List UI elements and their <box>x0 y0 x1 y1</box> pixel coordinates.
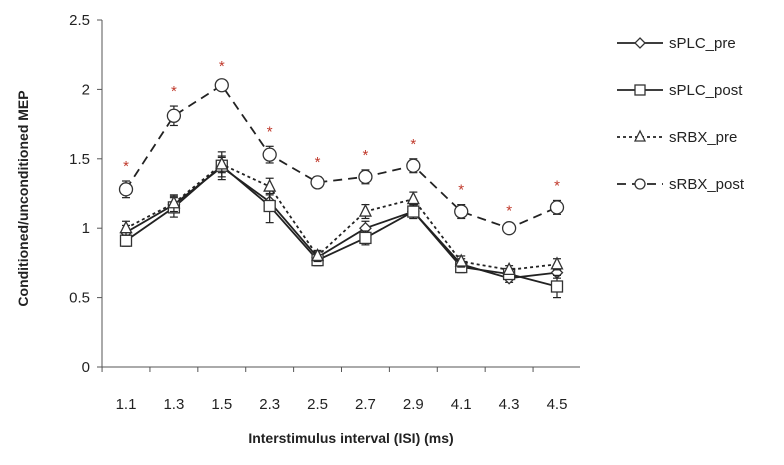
triangle-marker <box>454 253 468 267</box>
legend-label: sPLC_post <box>669 82 743 99</box>
x-tick-label: 4.5 <box>547 396 568 413</box>
circle-marker <box>310 175 325 190</box>
legend-item-sPLC_pre: sPLC_pre <box>617 35 736 52</box>
x-tick-label: 4.3 <box>499 396 520 413</box>
series-sPLC_post <box>119 151 564 299</box>
x-tick-label: 1.5 <box>211 396 232 413</box>
significance-star: * <box>458 182 464 199</box>
legend-label: sPLC_pre <box>669 35 736 52</box>
circle-marker <box>118 182 134 197</box>
legend: sPLC_pre sPLC_post sRBX_pre sRBX_post <box>617 35 745 193</box>
circle-marker-legend <box>634 178 646 190</box>
y-ticks: 0 0.5 1 1.5 2 2.5 <box>69 12 102 376</box>
series-line <box>125 164 558 288</box>
triangle-marker <box>406 191 420 205</box>
significance-markers: * * * * * * * * * * <box>123 58 560 219</box>
triangle-marker <box>119 220 133 234</box>
series-layer <box>118 78 565 299</box>
y-tick-label: 2 <box>82 81 90 98</box>
x-tick-label: 2.7 <box>355 396 376 413</box>
series-line <box>125 84 558 230</box>
y-tick-label: 2.5 <box>69 12 90 29</box>
significance-star: * <box>363 147 369 164</box>
square-marker <box>359 231 372 245</box>
y-tick-label: 0.5 <box>69 290 90 307</box>
significance-star: * <box>267 123 273 140</box>
significance-star: * <box>171 83 177 100</box>
circle-marker <box>358 169 373 184</box>
x-axis-title: Interstimulus interval (ISI) (ms) <box>248 430 453 446</box>
series-line <box>125 163 558 271</box>
circle-marker <box>166 108 182 123</box>
y-tick-label: 0 <box>82 359 90 376</box>
triangle-marker <box>311 248 325 262</box>
square-marker <box>407 205 420 218</box>
x-tick-label: 2.9 <box>403 396 424 413</box>
x-tick-label: 1.1 <box>116 396 137 413</box>
series-sRBX_pre <box>119 155 564 275</box>
y-axis-title: Conditioned/unconditioned MEP <box>15 90 31 306</box>
significance-star: * <box>123 158 129 175</box>
triangle-marker <box>215 156 229 170</box>
y-tick-label: 1.5 <box>69 151 90 168</box>
x-tick-label: 1.3 <box>163 396 184 413</box>
axes <box>101 20 580 368</box>
triangle-marker <box>550 256 564 270</box>
legend-item-sRBX_pre: sRBX_pre <box>617 129 737 146</box>
x-tick-label: 2.3 <box>259 396 280 413</box>
series-sPLC_pre <box>119 156 564 285</box>
y-tick-label: 1 <box>82 220 90 237</box>
legend-item-sPLC_post: sPLC_post <box>617 82 743 99</box>
square-marker <box>263 199 276 213</box>
circle-marker <box>454 204 469 219</box>
circle-marker <box>214 78 229 93</box>
significance-star: * <box>219 58 225 75</box>
triangle-marker <box>263 178 277 192</box>
square-marker <box>550 280 564 293</box>
significance-star: * <box>410 136 416 153</box>
circle-marker <box>549 200 565 215</box>
circle-marker <box>406 158 421 173</box>
triangle-marker <box>167 195 181 209</box>
series-sRBX_post <box>118 78 565 236</box>
legend-label: sRBX_pre <box>669 129 737 146</box>
circle-marker <box>262 147 277 162</box>
square-marker <box>119 234 133 247</box>
legend-item-sRBX_post: sRBX_post <box>617 176 745 193</box>
triangle-marker <box>358 203 372 217</box>
x-tick-label: 4.1 <box>451 396 472 413</box>
triangle-marker <box>502 261 516 275</box>
x-tick-label: 2.5 <box>307 396 328 413</box>
significance-star: * <box>315 154 321 171</box>
significance-star: * <box>554 177 560 194</box>
triangle-marker-legend <box>633 129 647 142</box>
legend-label: sRBX_post <box>669 176 745 193</box>
circle-marker <box>501 221 517 236</box>
square-marker-legend <box>634 84 646 96</box>
significance-star: * <box>506 202 512 219</box>
x-ticks: 1.1 1.3 1.5 2.3 2.5 2.7 2.9 4.1 4.3 4.5 <box>101 367 568 413</box>
diamond-marker-legend <box>634 37 646 49</box>
